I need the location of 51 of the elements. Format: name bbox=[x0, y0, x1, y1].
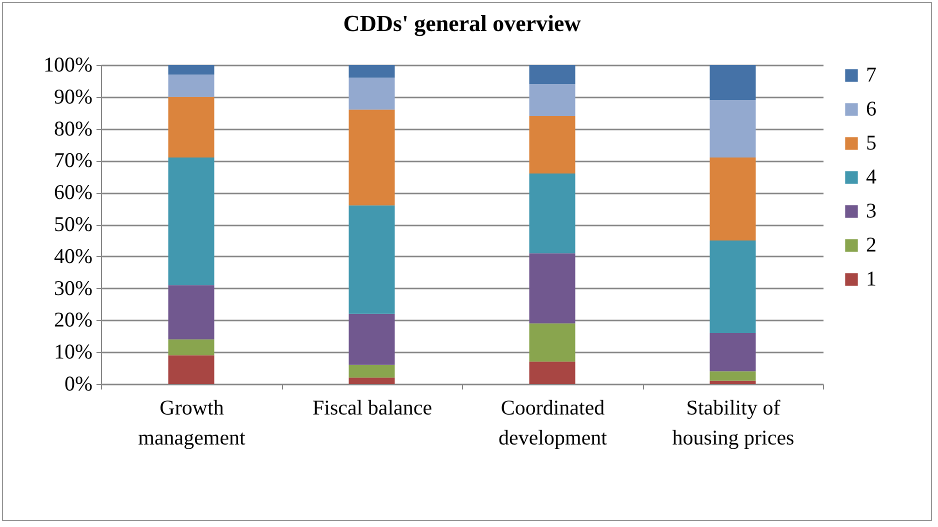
bar bbox=[529, 173, 576, 254]
y-tick-label: 80% bbox=[54, 116, 92, 140]
bar bbox=[168, 339, 214, 356]
legend-label: 4 bbox=[866, 164, 877, 188]
y-tick-label: 70% bbox=[54, 148, 92, 172]
bar bbox=[348, 364, 395, 378]
bar bbox=[710, 332, 756, 372]
bar bbox=[348, 205, 395, 314]
bar bbox=[168, 96, 214, 158]
x-tick-label: Stability of housing prices bbox=[672, 396, 794, 450]
chart-title: CDDs' general overview bbox=[343, 11, 582, 37]
y-tick-label: 90% bbox=[54, 84, 92, 108]
bar bbox=[348, 314, 395, 365]
legend-label: 6 bbox=[866, 96, 876, 120]
bar bbox=[710, 65, 756, 100]
bar bbox=[168, 65, 214, 75]
bar bbox=[168, 285, 214, 340]
bar bbox=[529, 65, 576, 84]
bar bbox=[168, 158, 214, 286]
legend-label: 7 bbox=[866, 62, 876, 86]
bar bbox=[710, 100, 756, 158]
legend-label: 2 bbox=[866, 232, 876, 256]
y-tick-label: 50% bbox=[54, 212, 92, 236]
bar bbox=[710, 371, 756, 381]
y-tick-label: 20% bbox=[54, 308, 92, 332]
bar bbox=[529, 253, 576, 324]
y-tick-label: 10% bbox=[54, 340, 92, 364]
y-tick-label: 60% bbox=[54, 180, 92, 204]
bar bbox=[710, 158, 756, 240]
y-tick-label: 100% bbox=[44, 52, 92, 76]
bar bbox=[529, 362, 576, 384]
bar bbox=[168, 74, 214, 97]
x-tick-label: Growth management bbox=[138, 396, 246, 450]
bar bbox=[710, 240, 756, 333]
y-tick-label: 0% bbox=[64, 372, 92, 396]
bar bbox=[529, 323, 576, 362]
bar bbox=[348, 110, 395, 206]
bar bbox=[348, 65, 395, 78]
bar bbox=[529, 84, 576, 116]
bar bbox=[529, 116, 576, 174]
bar bbox=[168, 355, 214, 384]
legend-label: 5 bbox=[866, 130, 876, 154]
y-tick-label: 40% bbox=[54, 244, 92, 268]
legend-label: 1 bbox=[866, 266, 876, 290]
y-tick-label: 30% bbox=[54, 276, 92, 300]
x-tick-label: Fiscal balance bbox=[312, 396, 432, 420]
x-tick-label: Coordinated development bbox=[498, 396, 608, 450]
bar bbox=[348, 378, 395, 384]
bar bbox=[710, 380, 756, 384]
bar bbox=[348, 78, 395, 110]
legend-label: 3 bbox=[866, 198, 876, 222]
